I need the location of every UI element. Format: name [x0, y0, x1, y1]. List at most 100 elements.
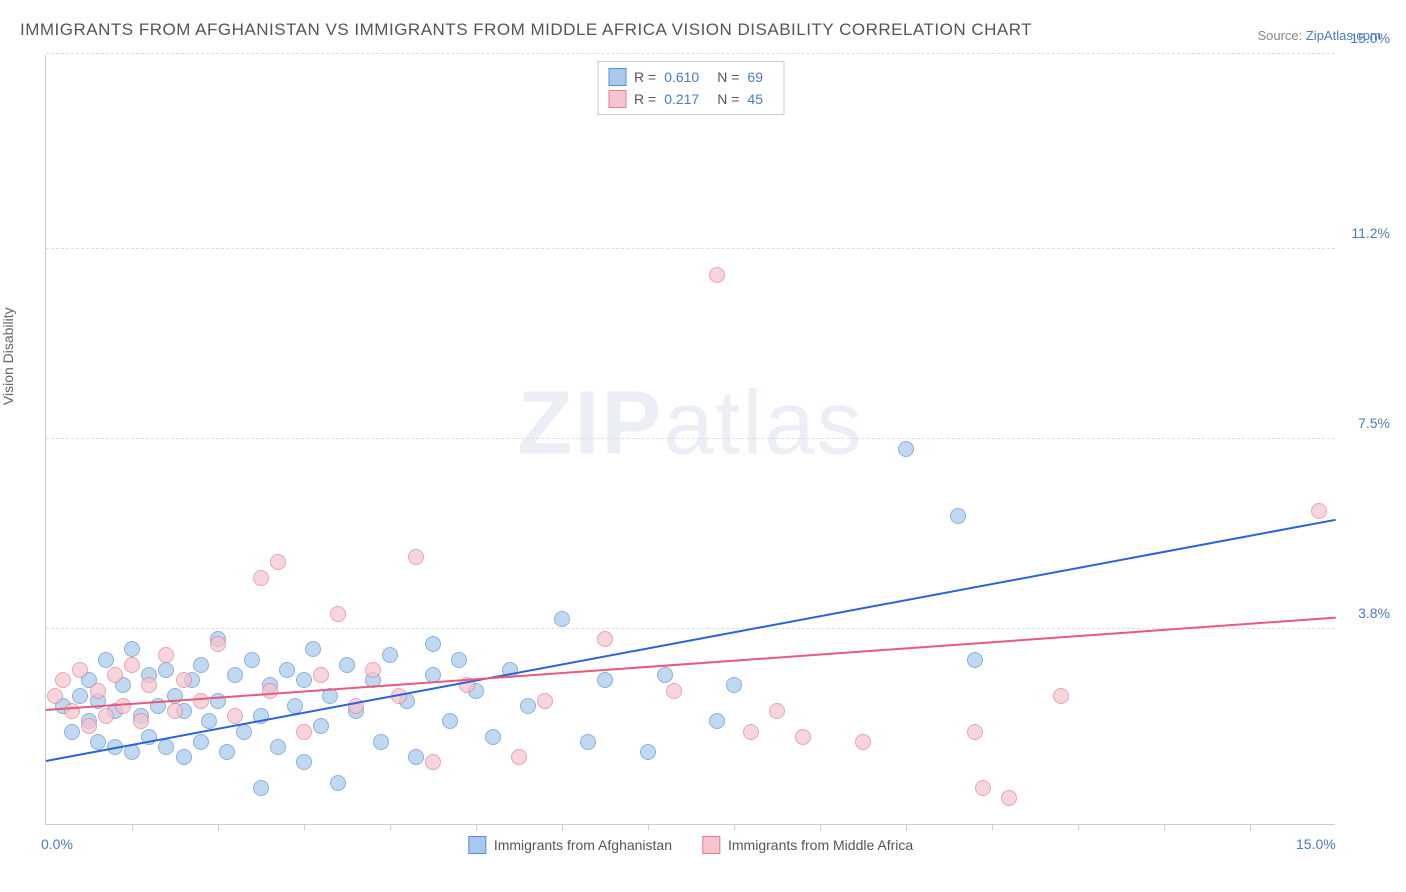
data-point	[795, 729, 811, 745]
data-point	[520, 698, 536, 714]
data-point	[1311, 503, 1327, 519]
data-point	[98, 652, 114, 668]
data-point	[950, 508, 966, 524]
scatter-chart: ZIPatlas 3.8%7.5%11.2%15.0%0.0%15.0%R =0…	[45, 55, 1335, 825]
data-point	[898, 441, 914, 457]
x-tick	[734, 824, 735, 830]
data-point	[90, 734, 106, 750]
data-point	[330, 606, 346, 622]
x-tick	[820, 824, 821, 830]
x-tick	[132, 824, 133, 830]
legend-swatch	[608, 68, 626, 86]
x-tick	[1078, 824, 1079, 830]
correlation-legend: R =0.610N =69R =0.217N =45	[597, 61, 784, 115]
data-point	[193, 693, 209, 709]
legend-item: Immigrants from Middle Africa	[702, 836, 913, 854]
r-value: 0.217	[664, 91, 699, 107]
data-point	[442, 713, 458, 729]
data-point	[253, 780, 269, 796]
data-point	[64, 724, 80, 740]
gridline	[46, 248, 1335, 249]
data-point	[124, 641, 140, 657]
series-legend: Immigrants from Afghanistan Immigrants fr…	[468, 836, 913, 854]
data-point	[124, 657, 140, 673]
data-point	[55, 672, 71, 688]
data-point	[270, 554, 286, 570]
legend-swatch	[608, 90, 626, 108]
data-point	[227, 667, 243, 683]
data-point	[201, 713, 217, 729]
data-point	[167, 703, 183, 719]
data-point	[158, 647, 174, 663]
n-value: 69	[747, 69, 763, 85]
gridline	[46, 628, 1335, 629]
data-point	[425, 754, 441, 770]
data-point	[158, 662, 174, 678]
data-point	[313, 718, 329, 734]
data-point	[769, 703, 785, 719]
data-point	[666, 683, 682, 699]
x-tick	[648, 824, 649, 830]
x-tick	[390, 824, 391, 830]
data-point	[451, 652, 467, 668]
data-point	[64, 703, 80, 719]
r-value: 0.610	[664, 69, 699, 85]
legend-item: Immigrants from Afghanistan	[468, 836, 672, 854]
data-point	[296, 724, 312, 740]
chart-title: IMMIGRANTS FROM AFGHANISTAN VS IMMIGRANT…	[20, 20, 1032, 40]
data-point	[537, 693, 553, 709]
data-point	[485, 729, 501, 745]
data-point	[554, 611, 570, 627]
y-axis-label: Vision Disability	[0, 307, 16, 405]
data-point	[193, 657, 209, 673]
y-tick-label: 3.8%	[1358, 605, 1390, 621]
data-point	[313, 667, 329, 683]
data-point	[373, 734, 389, 750]
data-point	[296, 754, 312, 770]
data-point	[210, 636, 226, 652]
x-tick	[476, 824, 477, 830]
series-name: Immigrants from Middle Africa	[728, 837, 913, 853]
data-point	[709, 267, 725, 283]
trend-line	[46, 617, 1336, 711]
x-tick	[1250, 824, 1251, 830]
data-point	[72, 688, 88, 704]
data-point	[176, 672, 192, 688]
watermark-bold: ZIP	[517, 374, 663, 474]
x-tick	[992, 824, 993, 830]
data-point	[597, 631, 613, 647]
data-point	[47, 688, 63, 704]
data-point	[511, 749, 527, 765]
data-point	[270, 739, 286, 755]
watermark: ZIPatlas	[517, 373, 863, 476]
r-label: R =	[634, 91, 656, 107]
data-point	[339, 657, 355, 673]
data-point	[296, 672, 312, 688]
data-point	[597, 672, 613, 688]
data-point	[365, 662, 381, 678]
data-point	[193, 734, 209, 750]
data-point	[726, 677, 742, 693]
source-prefix: Source:	[1257, 28, 1305, 43]
data-point	[158, 739, 174, 755]
n-label: N =	[717, 91, 739, 107]
data-point	[330, 775, 346, 791]
gridline	[46, 53, 1335, 54]
data-point	[1053, 688, 1069, 704]
data-point	[141, 677, 157, 693]
data-point	[640, 744, 656, 760]
x-tick	[906, 824, 907, 830]
legend-row: R =0.217N =45	[608, 88, 773, 110]
x-tick-label: 0.0%	[41, 836, 73, 852]
data-point	[227, 708, 243, 724]
data-point	[210, 693, 226, 709]
gridline	[46, 438, 1335, 439]
data-point	[305, 641, 321, 657]
r-label: R =	[634, 69, 656, 85]
y-tick-label: 7.5%	[1358, 415, 1390, 431]
data-point	[107, 667, 123, 683]
x-tick	[304, 824, 305, 830]
data-point	[580, 734, 596, 750]
data-point	[244, 652, 260, 668]
legend-swatch	[468, 836, 486, 854]
